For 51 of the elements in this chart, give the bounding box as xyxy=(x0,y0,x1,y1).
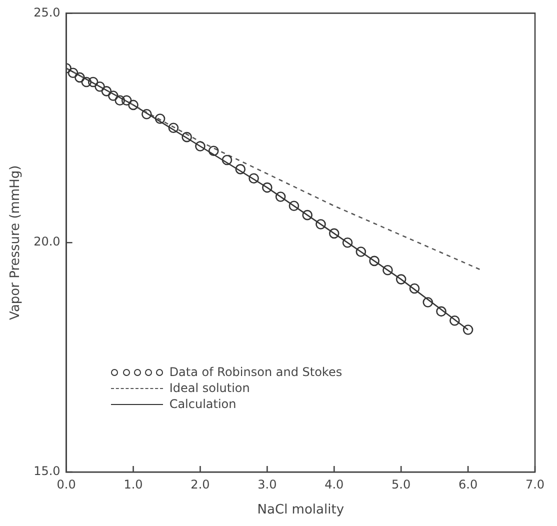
x-axis-title: NaCl molality xyxy=(257,502,344,518)
point xyxy=(182,132,192,142)
x-tick-label: 4.0 xyxy=(324,477,344,492)
point xyxy=(262,182,272,193)
point xyxy=(208,146,219,156)
point xyxy=(422,297,434,308)
point xyxy=(121,95,132,106)
point xyxy=(302,210,313,220)
point xyxy=(81,76,92,88)
x-tick-label: 3.0 xyxy=(258,477,277,492)
point xyxy=(94,81,105,92)
point xyxy=(114,95,126,106)
point xyxy=(462,324,474,335)
point xyxy=(436,306,446,317)
point xyxy=(409,283,420,294)
point xyxy=(316,219,326,230)
x-tick-label: 1.0 xyxy=(124,477,143,492)
y-tick-label: 20.0 xyxy=(34,234,60,249)
point xyxy=(275,192,286,202)
x-tick-label: 0.0 xyxy=(56,477,76,492)
point xyxy=(450,315,460,326)
legend-label: Data of Robinson and Stokes xyxy=(169,364,342,380)
x-tick-label: 7.0 xyxy=(525,477,545,492)
point xyxy=(142,108,152,120)
y-tick-label: 25.0 xyxy=(34,5,60,20)
point xyxy=(342,237,353,248)
x-tick-label: 6.0 xyxy=(458,477,478,492)
point xyxy=(382,264,393,276)
point xyxy=(101,86,112,96)
point xyxy=(108,90,118,101)
point xyxy=(154,114,166,124)
point xyxy=(88,76,98,88)
point xyxy=(369,256,380,266)
point xyxy=(74,72,85,83)
point xyxy=(248,173,259,184)
legend-label: Ideal solution xyxy=(169,380,250,396)
point xyxy=(222,154,232,166)
point xyxy=(328,228,340,239)
point xyxy=(396,274,406,284)
legend-label: Calculation xyxy=(169,396,236,412)
point xyxy=(168,122,179,134)
x-tick-label: 5.0 xyxy=(392,477,411,492)
y-tick-label: 15.0 xyxy=(34,464,60,478)
point xyxy=(356,246,366,257)
point xyxy=(288,200,300,212)
point xyxy=(128,100,138,110)
point xyxy=(195,141,206,152)
y-axis-title: Vapor Pressure (mmHg) xyxy=(8,165,24,320)
point xyxy=(68,68,78,78)
x-tick-label: 2.0 xyxy=(190,477,210,492)
point xyxy=(235,164,246,174)
